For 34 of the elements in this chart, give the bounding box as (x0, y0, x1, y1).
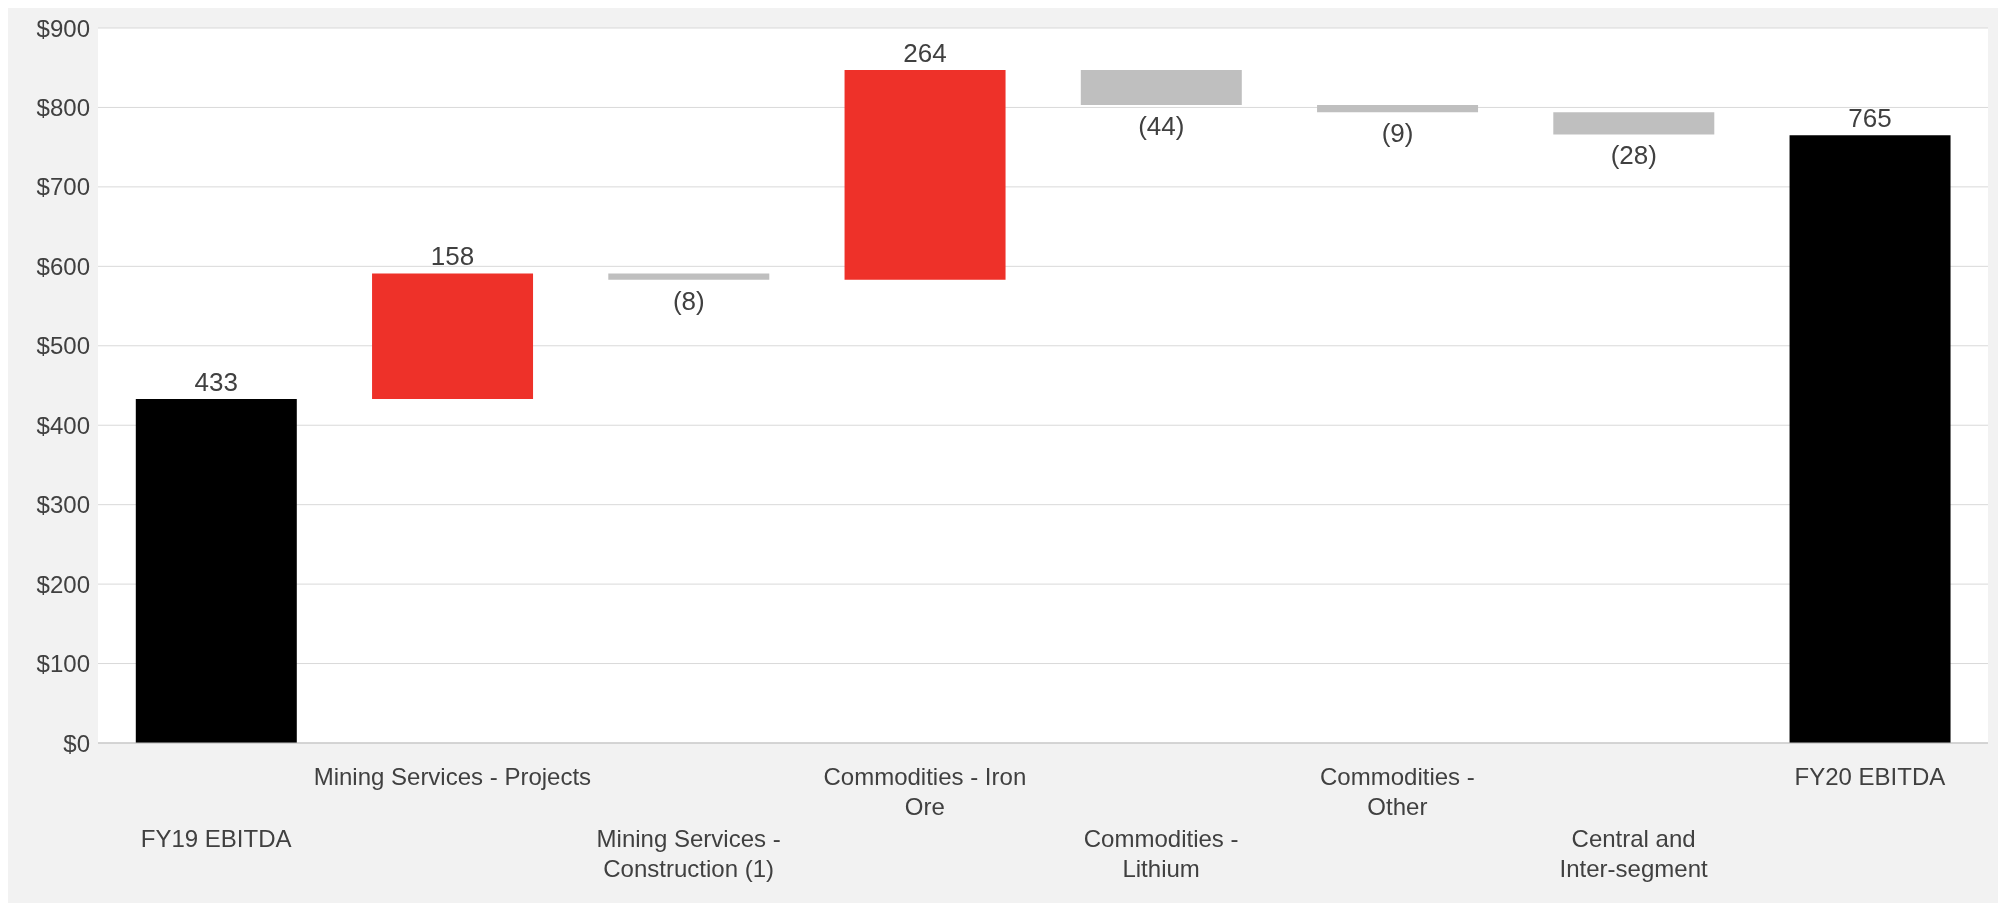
bar (1553, 112, 1715, 135)
data-label: (44) (1138, 111, 1185, 142)
bar (1317, 105, 1479, 113)
data-label: 158 (430, 241, 475, 272)
bar (1080, 70, 1242, 106)
y-tick-label: $600 (36, 252, 90, 280)
x-tick-label: Mining Services - Projects (313, 763, 592, 790)
y-tick-label: $500 (36, 332, 90, 360)
bar (372, 273, 534, 400)
data-label: 433 (194, 367, 238, 398)
bar (135, 399, 297, 743)
data-label: 264 (903, 38, 947, 69)
x-tick-label: FY20 EBITDA (1794, 763, 1946, 790)
y-tick-label: $0 (63, 729, 90, 757)
bar (608, 273, 770, 280)
x-tick-label: Commodities - Iron Ore (823, 763, 1027, 820)
x-tick-label: Commodities - Lithium (1083, 825, 1239, 882)
y-tick-label: $900 (36, 14, 90, 42)
y-tick-label: $400 (36, 411, 90, 439)
y-tick-label: $700 (36, 173, 90, 201)
x-tick-label: Commodities - Other (1320, 763, 1475, 820)
y-tick-label: $200 (36, 570, 90, 598)
x-tick-label: FY19 EBITDA (140, 825, 292, 852)
data-label: (9) (1381, 118, 1414, 149)
data-label: (28) (1610, 140, 1657, 171)
y-tick-label: $100 (36, 650, 90, 678)
bar (1789, 135, 1951, 743)
y-tick-label: $300 (36, 491, 90, 519)
data-label: (8) (672, 285, 705, 316)
x-tick-label: Mining Services - Construction (1) (596, 825, 781, 882)
data-label: 765 (1848, 103, 1892, 134)
x-tick-label: Central and Inter-segment (1559, 825, 1708, 882)
y-tick-label: $800 (36, 93, 90, 121)
bar (844, 70, 1006, 280)
